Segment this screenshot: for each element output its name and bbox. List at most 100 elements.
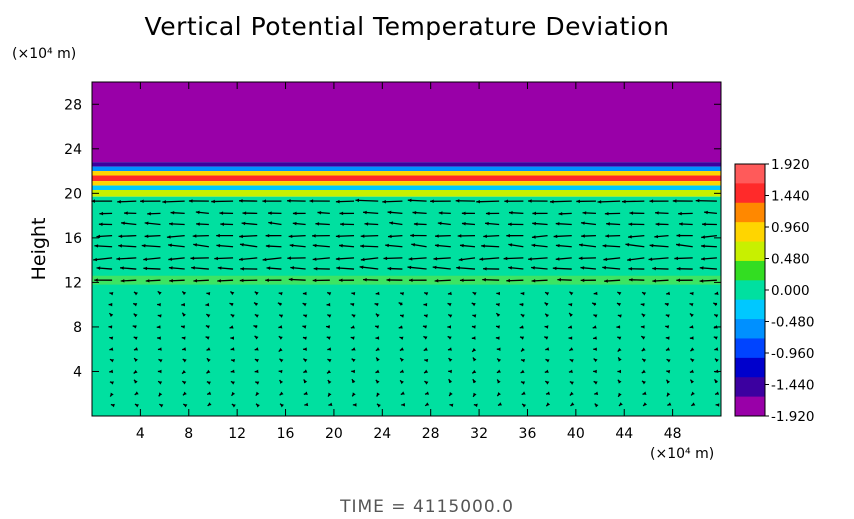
vector-head-9-16 xyxy=(495,303,500,307)
vector-head-10-18 xyxy=(545,313,550,318)
vector-head-5-25 xyxy=(701,257,705,261)
vector-head-8-5 xyxy=(230,291,235,296)
vector-head-15-15 xyxy=(472,369,477,374)
vector-head-5-23 xyxy=(648,257,653,261)
vector-head-13-8 xyxy=(303,347,307,351)
vector-head-10-16 xyxy=(496,313,501,317)
vector-head-1-4 xyxy=(195,210,200,215)
vector-head-13-16 xyxy=(496,347,501,351)
vector-head-8-17 xyxy=(520,291,525,296)
vector-head-9-20 xyxy=(592,302,597,307)
vector-head-18-25 xyxy=(715,403,720,407)
vector-head-0-19 xyxy=(549,199,554,204)
colorbar-segment-7 xyxy=(735,299,765,320)
vector-head-1-25 xyxy=(704,210,708,215)
plot-frame xyxy=(91,81,722,417)
vector-head-8-1 xyxy=(134,291,138,296)
vector-head-14-5 xyxy=(231,358,235,363)
vector-head-17-7 xyxy=(279,391,284,396)
colorbar-tick-label-1: 1.440 xyxy=(771,189,810,205)
vector-head-10-14 xyxy=(448,314,453,318)
vector-head-14-21 xyxy=(618,357,622,362)
vector-head-10-7 xyxy=(279,314,284,318)
field-band-2 xyxy=(92,166,721,172)
vector-head-14-1 xyxy=(134,358,138,362)
vector-head-11-21 xyxy=(616,325,621,329)
vector-head-8-14 xyxy=(447,291,452,296)
vector-head-7-18 xyxy=(531,279,536,283)
vector-head-1-15 xyxy=(461,211,466,216)
vector-head-8-0 xyxy=(109,292,114,296)
vector-head-6-18 xyxy=(531,266,535,270)
vector-head-8-24 xyxy=(689,291,694,296)
vector-head-8-22 xyxy=(642,292,647,296)
vector-head-0-8 xyxy=(286,199,291,203)
vector-head-14-17 xyxy=(521,358,525,363)
vector-head-15-9 xyxy=(327,369,331,374)
vector-head-7-5 xyxy=(217,279,221,283)
colorbar-tick-label-5: -0.480 xyxy=(771,315,815,331)
vector-head-16-1 xyxy=(134,379,138,384)
vector-head-14-23 xyxy=(666,359,671,363)
vector-head-16-0 xyxy=(109,381,114,385)
vector-head-12-3 xyxy=(181,336,186,340)
vector-head-6-8 xyxy=(290,266,295,270)
vector-head-4-20 xyxy=(578,243,583,247)
vector-head-9-8 xyxy=(302,303,307,307)
vector-head-9-23 xyxy=(664,302,669,307)
vector-head-17-4 xyxy=(207,391,212,395)
vector-head-2-11 xyxy=(364,222,369,226)
vector-head-2-17 xyxy=(507,222,512,227)
colorbar-segment-0 xyxy=(735,164,765,184)
vector-head-18-14 xyxy=(449,403,454,407)
vector-head-13-9 xyxy=(327,347,332,351)
vector-head-3-17 xyxy=(506,233,510,238)
vector-head-5-15 xyxy=(458,257,463,262)
x-tick-label-12: 12 xyxy=(228,426,246,442)
vector-head-5-18 xyxy=(528,257,532,261)
colorbar-segment-11 xyxy=(735,377,765,398)
vector-head-15-10 xyxy=(351,369,355,374)
vector-head-7-24 xyxy=(676,278,680,283)
vector-head-0-7 xyxy=(262,199,266,203)
vector-head-16-12 xyxy=(400,380,404,385)
vector-head-13-4 xyxy=(206,347,211,351)
vector-head-12-23 xyxy=(665,336,670,340)
vector-head-13-19 xyxy=(569,347,574,351)
vector-head-2-24 xyxy=(678,222,683,226)
vector-head-16-6 xyxy=(255,381,260,385)
vector-head-4-7 xyxy=(265,244,270,248)
vector-head-8-13 xyxy=(424,292,429,296)
vector-head-17-8 xyxy=(303,391,308,395)
vector-head-8-8 xyxy=(302,291,307,296)
vector-head-4-19 xyxy=(555,243,560,248)
vector-head-3-15 xyxy=(457,234,462,238)
vector-head-14-4 xyxy=(206,358,211,363)
x-tick-label-32: 32 xyxy=(470,426,488,442)
vector-head-12-0 xyxy=(109,336,114,340)
vector-head-11-12 xyxy=(398,325,403,329)
vector-head-11-19 xyxy=(568,325,573,329)
vector-head-8-2 xyxy=(157,291,162,295)
vector-head-4-13 xyxy=(411,243,416,247)
vector-head-11-16 xyxy=(496,325,500,329)
vector-head-4-1 xyxy=(118,244,122,248)
vector-head-1-13 xyxy=(412,210,417,215)
vector-head-13-11 xyxy=(375,347,380,351)
vector-head-11-22 xyxy=(640,325,645,329)
vector-head-8-7 xyxy=(278,291,283,296)
vector-head-7-6 xyxy=(239,278,244,283)
vector-head-12-9 xyxy=(326,336,331,340)
vector-head-3-7 xyxy=(265,233,270,238)
vector-head-4-23 xyxy=(649,243,654,248)
vector-head-2-5 xyxy=(220,222,224,226)
vector-head-4-8 xyxy=(289,243,294,248)
vector-head-9-7 xyxy=(277,302,282,307)
vector-head-9-11 xyxy=(374,302,379,307)
x-tick-label-28: 28 xyxy=(422,426,440,442)
vector-head-8-6 xyxy=(254,291,259,296)
vector-head-12-8 xyxy=(302,336,307,340)
vector-head-10-9 xyxy=(327,314,332,318)
vector-head-12-21 xyxy=(617,336,622,340)
vector-head-15-1 xyxy=(133,369,138,374)
